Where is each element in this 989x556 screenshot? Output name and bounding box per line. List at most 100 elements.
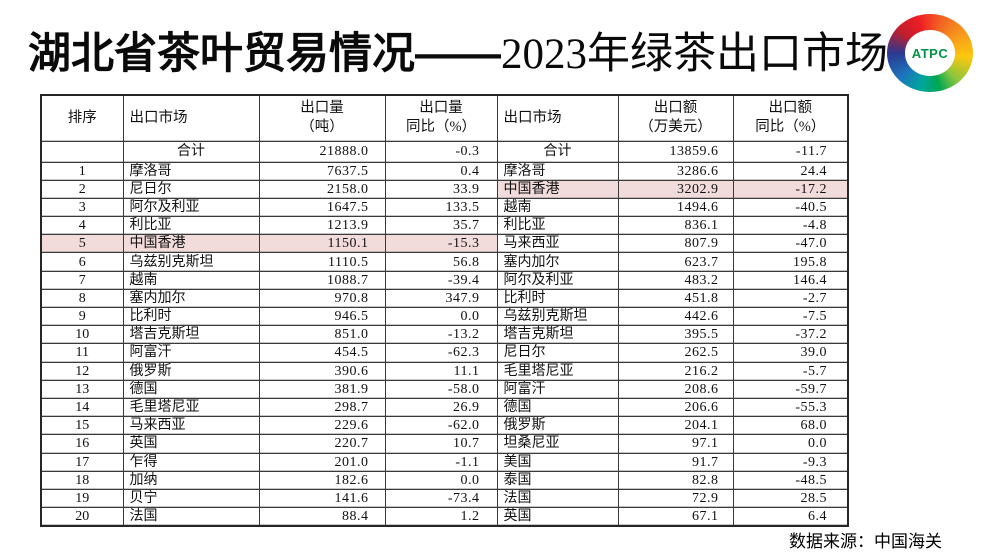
logo-text: ATPC [911,45,949,61]
volume-cell: 220.7 [258,434,386,454]
volume-market-cell: 比利时 [122,306,260,327]
volume-cell: 298.7 [258,397,386,418]
value-cell: 623.7 [617,252,734,272]
value-market-cell: 德国 [496,397,619,418]
volume-yoy-cell: 33.9 [384,179,498,199]
value-cell: 208.6 [617,379,734,399]
volume-yoy-cell: 347.9 [384,288,498,309]
volume-cell: 7637.5 [258,161,386,181]
volume-market-cell: 德国 [122,379,260,399]
rank-cell: 14 [40,397,124,418]
volume-cell: 970.8 [258,288,386,309]
value-yoy-cell: 0.0 [732,434,849,454]
header-rank-label: 排序 [67,109,97,126]
volume-cell: 182.6 [258,470,386,490]
value-cell: 91.7 [617,452,734,472]
volume-yoy-cell: -1.1 [384,452,498,472]
volume-yoy-cell: -39.4 [384,270,498,290]
rank-cell: 16 [40,434,124,454]
value-market-cell: 马来西亚 [496,234,619,254]
value-yoy-cell: -17.2 [732,179,849,199]
value-cell: 67.1 [617,507,734,527]
value-cell: 262.5 [617,343,734,363]
table-row: 9 比利时 946.5 0.0 乌兹别克斯坦 442.6 -7.5 [40,306,849,327]
table-row: 15 马来西亚 229.6 -62.0 俄罗斯 204.1 68.0 [40,416,849,436]
header-value-yoy-label: 出口额 [768,100,813,117]
volume-market-cell: 法国 [122,507,260,527]
volume-yoy-cell: 0.4 [384,161,498,181]
volume-cell: 1213.9 [258,216,386,236]
volume-yoy-cell: -15.3 [384,234,498,254]
rank-cell: 20 [40,507,124,527]
table-row: 2 尼日尔 2158.0 33.9 中国香港 3202.9 -17.2 [40,179,849,199]
value-market-cell: 塞内加尔 [496,252,619,272]
volume-cell: 851.0 [258,325,386,345]
value-yoy-cell: -37.2 [732,325,849,345]
value-cell: 206.6 [617,397,734,418]
rank-cell: 3 [40,197,124,218]
value-market-cell: 合计 [496,140,619,163]
table-row: 3 阿尔及利亚 1647.5 133.5 越南 1494.6 -40.5 [40,197,849,218]
value-yoy-cell: -4.8 [732,216,849,236]
table-row: 17 乍得 201.0 -1.1 美国 91.7 -9.3 [40,452,849,472]
header-value: 出口额 （万美元） [617,94,734,142]
header-value-label: 出口额 [653,100,698,117]
value-market-cell: 越南 [496,197,619,218]
volume-cell: 141.6 [258,488,386,509]
volume-market-cell: 乍得 [122,452,260,472]
rank-cell: 8 [40,288,124,309]
rank-cell: 18 [40,470,124,490]
volume-market-cell: 阿尔及利亚 [122,197,260,218]
value-yoy-cell: -47.0 [732,234,849,254]
volume-yoy-cell: 0.0 [384,306,498,327]
value-market-cell: 摩洛哥 [496,161,619,181]
volume-market-cell: 利比亚 [122,216,260,236]
value-cell: 483.2 [617,270,734,290]
value-market-cell: 坦桑尼亚 [496,434,619,454]
table-row: 16 英国 220.7 10.7 坦桑尼亚 97.1 0.0 [40,434,849,454]
value-cell: 3202.9 [617,179,734,199]
rank-cell: 15 [40,416,124,436]
value-market-cell: 俄罗斯 [496,416,619,436]
value-cell: 13859.6 [617,140,734,163]
table-row: 20 法国 88.4 1.2 英国 67.1 6.4 [40,507,849,527]
value-yoy-cell: 146.4 [732,270,849,290]
volume-yoy-cell: -73.4 [384,488,498,509]
rank-cell [40,140,124,163]
header-value-market: 出口市场 [496,94,619,142]
volume-market-cell: 塔吉克斯坦 [122,325,260,345]
volume-yoy-cell: 56.8 [384,252,498,272]
rank-cell: 9 [40,306,124,327]
value-yoy-cell: -7.5 [732,306,849,327]
value-market-cell: 美国 [496,452,619,472]
volume-market-cell: 英国 [122,434,260,454]
header-volume-yoy: 出口量 同比（%） [384,94,498,142]
volume-market-cell: 越南 [122,270,260,290]
rank-cell: 12 [40,361,124,381]
value-cell: 97.1 [617,434,734,454]
volume-yoy-cell: -58.0 [384,379,498,399]
header-volume-market: 出口市场 [122,94,260,142]
table-row: 14 毛里塔尼亚 298.7 26.9 德国 206.6 -55.3 [40,397,849,418]
header-volume-yoy-label: 出口量 [419,100,463,117]
table-row: 10 塔吉克斯坦 851.0 -13.2 塔吉克斯坦 395.5 -37.2 [40,325,849,345]
volume-market-cell: 塞内加尔 [122,288,260,309]
value-market-cell: 乌兹别克斯坦 [496,306,619,327]
volume-cell: 390.6 [258,361,386,381]
value-yoy-cell: -9.3 [732,452,849,472]
table-row: 7 越南 1088.7 -39.4 阿尔及利亚 483.2 146.4 [40,270,849,290]
volume-yoy-cell: 10.7 [384,434,498,454]
export-markets-table: 排序 出口市场 出口量 （吨） 出口量 同比（%） 出口市场 出口额 （万美元） 出口… [40,94,849,528]
volume-market-cell: 贝宁 [122,488,260,509]
table-row: 18 加纳 182.6 0.0 泰国 82.8 -48.5 [40,470,849,490]
volume-yoy-cell: 0.0 [384,470,498,490]
page-title: 湖北省茶叶贸易情况——2023年绿茶出口市场 [28,26,888,83]
volume-yoy-cell: 133.5 [384,197,498,218]
rank-cell: 1 [40,161,124,181]
rank-cell: 10 [40,325,124,345]
value-cell: 807.9 [617,234,734,254]
volume-cell: 21888.0 [258,140,386,163]
volume-market-cell: 尼日尔 [122,179,260,199]
value-cell: 216.2 [617,361,734,381]
